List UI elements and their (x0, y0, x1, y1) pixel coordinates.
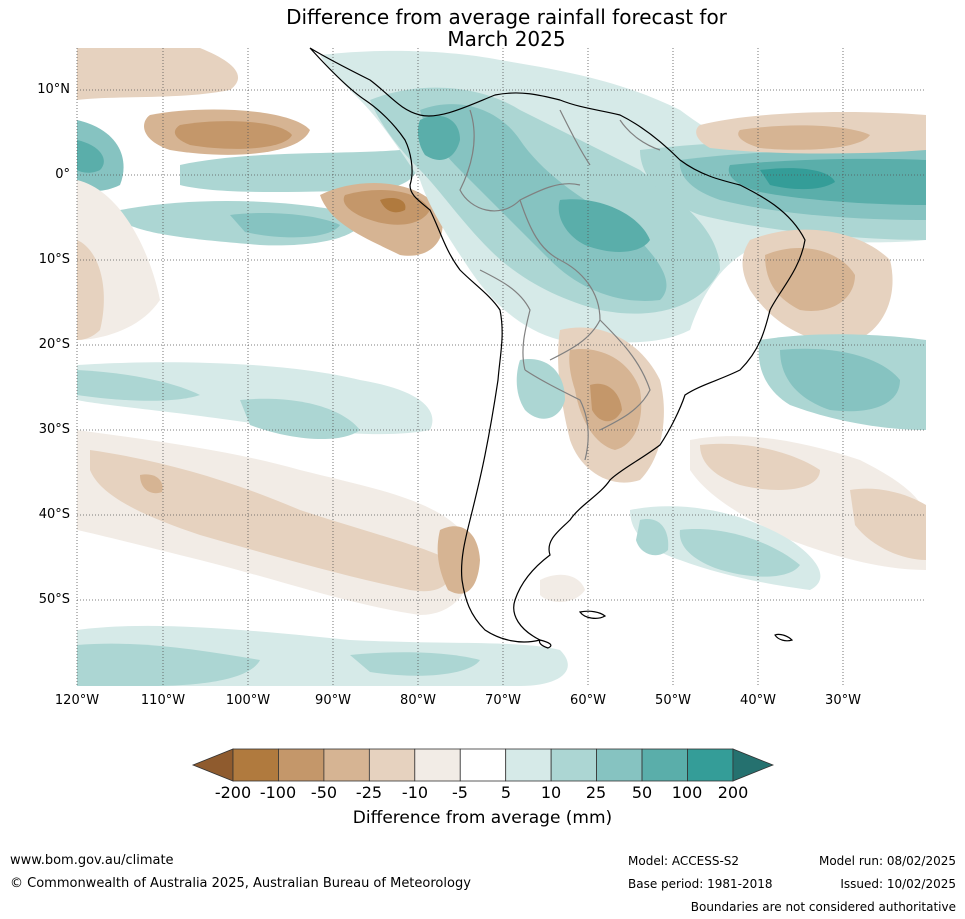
lon-label: 60°W (570, 693, 606, 708)
wet-region (420, 104, 667, 301)
colorbar-tick-label: 50 (631, 783, 653, 802)
colorbar-bin (232, 748, 279, 782)
dry-region (540, 574, 585, 602)
dry-region (77, 48, 239, 100)
colorbar (191, 748, 775, 782)
colorbar-tick-label: -5 (452, 783, 468, 802)
colorbar-tick-label: 5 (500, 783, 512, 802)
colorbar-tick-label: -25 (355, 783, 383, 802)
lon-label: 50°W (655, 693, 691, 708)
colorbar-bin (505, 748, 552, 782)
wet-region (760, 168, 835, 190)
model-text: Model: ACCESS-S2 (628, 854, 740, 868)
wet-region (636, 519, 669, 556)
website-link[interactable]: www.bom.gov.au/climate (10, 853, 174, 868)
dry-region (437, 526, 480, 594)
dry-region (140, 474, 163, 494)
model-run-text: Model run: 08/02/2025 (818, 854, 956, 868)
lon-label: 100°W (225, 693, 271, 708)
issued-text: Issued: 10/02/2025 (840, 877, 956, 891)
colorbar-tick-label: 200 (717, 783, 749, 802)
colorbar-bin (323, 748, 370, 782)
colorbar-tick-label: 10 (540, 783, 562, 802)
wet-region (240, 398, 360, 440)
anomaly-field (77, 48, 926, 686)
wet-region (516, 359, 565, 419)
colorbar-bin (459, 748, 507, 782)
dry-region (738, 125, 870, 150)
lat-label: 10°N (37, 82, 70, 97)
colorbar-tick-label: 100 (671, 783, 703, 802)
colorbar-bin (596, 748, 643, 782)
colorbar-bin (687, 748, 734, 782)
colorbar-bin (550, 748, 598, 782)
wet-region (77, 140, 104, 173)
country-borders (459, 109, 661, 461)
colorbar-bin (414, 748, 461, 782)
lat-label: 30°S (38, 422, 70, 437)
wet-region (180, 150, 418, 193)
dry-region (90, 450, 451, 592)
lat-label: 0° (55, 167, 70, 182)
colorbar-extend-low (191, 748, 234, 782)
lon-label: 70°W (485, 693, 521, 708)
wet-region (77, 362, 433, 435)
colorbar-bin (368, 748, 416, 782)
colorbar-tick-label: 25 (585, 783, 607, 802)
colorbar-bin (278, 748, 325, 782)
islands (538, 610, 794, 649)
wet-region (350, 652, 480, 676)
graticule (76, 48, 926, 686)
wet-region (558, 199, 650, 252)
lon-label: 120°W (54, 693, 100, 708)
wet-region (230, 213, 340, 238)
lon-label: 80°W (400, 693, 436, 708)
lon-label: 30°W (825, 693, 861, 708)
wet-region (780, 348, 900, 412)
dry-region (765, 247, 855, 311)
lon-label: 90°W (315, 693, 351, 708)
dry-region (850, 488, 926, 560)
colorbar-tick-label: -200 (214, 783, 252, 802)
colorbar-bin (641, 748, 688, 782)
colorbar-title: Difference from average (mm) (352, 808, 613, 828)
colorbar-tick-label: -50 (310, 783, 338, 802)
lon-label: 40°W (740, 693, 776, 708)
coastline (309, 47, 806, 643)
map-title-line-2: March 2025 (447, 27, 566, 51)
colorbar-tick-label: -10 (401, 783, 429, 802)
dry-region (77, 240, 104, 340)
lat-label: 50°S (38, 592, 70, 607)
base-period-text: Base period: 1981-2018 (628, 877, 773, 891)
dry-region (380, 198, 406, 213)
lat-label: 10°S (38, 252, 70, 267)
wet-region (77, 370, 200, 401)
disclaimer-text: Boundaries are not considered authoritat… (690, 900, 956, 914)
map-title-line-1: Difference from average rainfall forecas… (286, 5, 727, 29)
wet-region (679, 529, 800, 577)
wet-region (417, 115, 460, 160)
dry-region (174, 121, 292, 149)
colorbar-extend-high (732, 748, 775, 782)
dry-region (590, 383, 622, 422)
lat-label: 20°S (38, 337, 70, 352)
copyright-text: © Commonwealth of Australia 2025, Austra… (10, 876, 471, 891)
dry-region (700, 443, 820, 490)
wet-region (77, 643, 260, 686)
lat-label: 40°S (38, 507, 70, 522)
colorbar-tick-label: -100 (259, 783, 297, 802)
lon-label: 110°W (140, 693, 186, 708)
